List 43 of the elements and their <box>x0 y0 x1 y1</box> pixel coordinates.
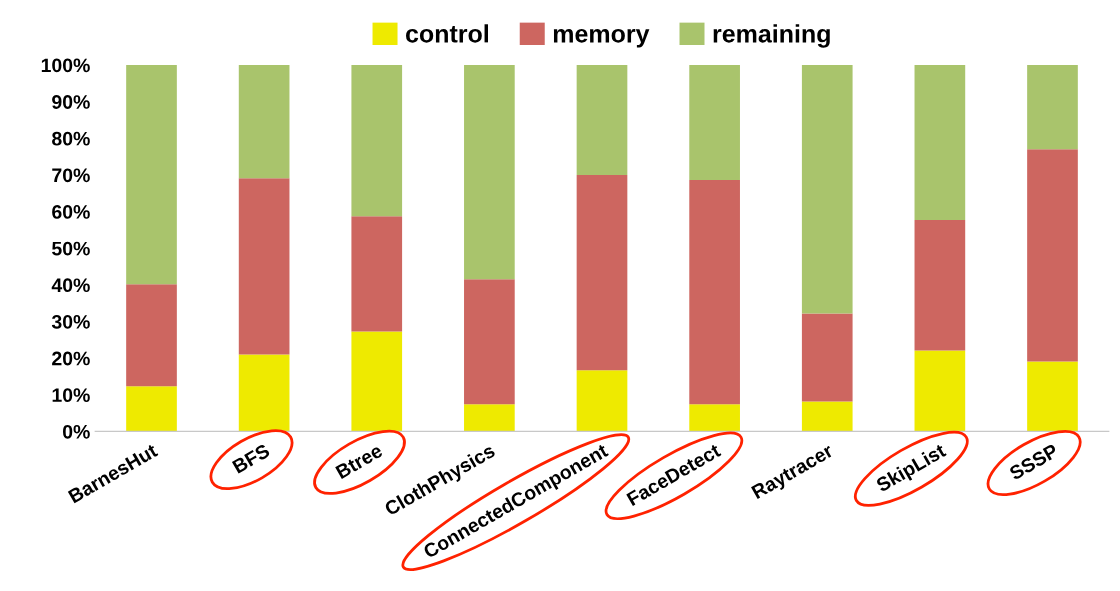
bar <box>576 174 628 371</box>
legend-label: control <box>406 24 488 43</box>
bar <box>576 65 628 175</box>
y-tick-label: 90% <box>52 95 90 109</box>
bar <box>351 216 403 332</box>
bar <box>126 65 177 285</box>
bar <box>689 404 740 432</box>
y-tick-label: 70% <box>52 168 90 183</box>
bar <box>238 354 290 432</box>
legend-label: remaining <box>713 24 830 48</box>
bar <box>351 331 403 432</box>
bar <box>914 65 966 221</box>
bar <box>689 180 740 405</box>
y-tick-label: 20% <box>52 351 90 366</box>
bar <box>1027 361 1078 432</box>
bar <box>801 65 853 314</box>
bar <box>464 404 515 432</box>
bar <box>914 350 966 432</box>
y-tick-label: 0% <box>63 424 90 439</box>
bar <box>1027 65 1078 150</box>
y-tick-label: 50% <box>52 241 90 256</box>
bar <box>914 220 966 351</box>
bar <box>801 401 853 432</box>
bar <box>126 284 177 387</box>
bar <box>1027 149 1078 362</box>
y-tick-label: 60% <box>52 205 90 219</box>
bar <box>238 178 290 355</box>
bar <box>351 65 403 217</box>
y-tick-label: 40% <box>51 278 90 293</box>
bar <box>689 65 740 181</box>
y-tick-label: 100% <box>41 58 90 73</box>
x-tick-label: Btree <box>335 443 384 480</box>
bar <box>238 65 290 179</box>
bar <box>126 386 177 432</box>
y-tick-label: 30% <box>51 314 90 329</box>
bar <box>576 370 628 432</box>
bar <box>801 313 853 402</box>
bar <box>464 279 515 405</box>
y-tick-label: 80% <box>52 131 90 146</box>
y-tick-label: 10% <box>52 388 90 403</box>
legend-label: memory <box>553 28 650 48</box>
x-tick-label: BFS <box>231 443 271 474</box>
bar <box>464 65 515 280</box>
